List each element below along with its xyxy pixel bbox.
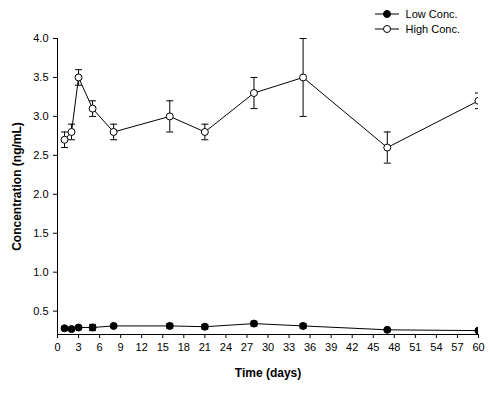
- svg-text:21: 21: [199, 341, 211, 353]
- svg-text:54: 54: [430, 341, 442, 353]
- svg-text:Time (days): Time (days): [235, 366, 301, 380]
- html-text:High Conc.: High Conc.: [405, 22, 460, 35]
- svg-text:36: 36: [304, 341, 316, 353]
- svg-text:Concentration (ng/mL): Concentration (ng/mL): [10, 122, 24, 251]
- svg-text:30: 30: [262, 341, 274, 353]
- svg-text:3.0: 3.0: [33, 110, 48, 122]
- svg-text:0.5: 0.5: [33, 305, 48, 317]
- svg-text:42: 42: [346, 341, 358, 353]
- svg-text:39: 39: [325, 341, 337, 353]
- svg-text:60: 60: [472, 341, 484, 353]
- svg-text:27: 27: [241, 341, 253, 353]
- html-text:Low Conc.: Low Conc.: [405, 7, 458, 20]
- svg-text:0: 0: [54, 341, 60, 353]
- svg-text:18: 18: [178, 341, 190, 353]
- svg-text:9: 9: [118, 341, 124, 353]
- svg-text:48: 48: [388, 341, 400, 353]
- svg-text:2.5: 2.5: [33, 149, 48, 161]
- svg-text:15: 15: [157, 341, 169, 353]
- svg-text:3: 3: [75, 341, 81, 353]
- svg-text:3.5: 3.5: [33, 71, 48, 83]
- svg-text:4.0: 4.0: [33, 32, 48, 44]
- svg-text:12: 12: [136, 341, 148, 353]
- svg-text:1.0: 1.0: [33, 266, 48, 278]
- svg-text:1.5: 1.5: [33, 227, 48, 239]
- svg-text:24: 24: [220, 341, 232, 353]
- svg-text:33: 33: [283, 341, 295, 353]
- svg-text:51: 51: [409, 341, 421, 353]
- svg-text:6: 6: [97, 341, 103, 353]
- svg-text:2.0: 2.0: [33, 188, 48, 200]
- svg-text:45: 45: [367, 341, 379, 353]
- svg-text:57: 57: [451, 341, 463, 353]
